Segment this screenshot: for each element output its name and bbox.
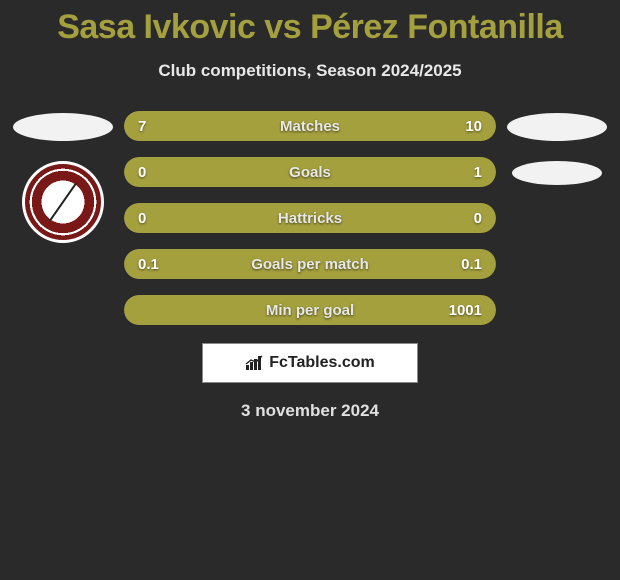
player-right-column [502,111,612,325]
stat-value-left: 0 [138,164,146,181]
stat-label: Goals [289,164,331,181]
player-right-photo-placeholder [507,113,607,141]
brand-footer[interactable]: FcTables.com [202,343,418,383]
player-left-photo-placeholder [13,113,113,141]
player-right-club-placeholder [512,161,602,185]
stat-label: Matches [280,118,340,135]
stat-value-right: 0 [474,210,482,227]
comparison-layout: 7Matches100Goals10Hattricks00.1Goals per… [0,111,620,325]
stat-bars: 7Matches100Goals10Hattricks00.1Goals per… [118,111,502,325]
brand-text: FcTables.com [269,354,375,372]
stat-row: 0 Hattricks 0 [124,203,496,233]
date-text: 3 november 2024 [0,401,620,421]
stat-value-right: 0.1 [461,256,482,273]
stat-value-right: 10 [465,118,482,135]
stat-label: Goals per match [251,256,369,273]
stat-row: Min per goal 1001 [124,295,496,325]
stat-row: 7 Matches 10 [124,111,496,141]
page-title: Sasa Ivkovic vs Pérez Fontanilla [0,8,620,47]
stat-label: Hattricks [278,210,342,227]
stat-row: 0 Goals 1 [124,157,496,187]
subtitle: Club competitions, Season 2024/2025 [0,61,620,81]
comparison-card: Sasa Ivkovic vs Pérez Fontanilla Club co… [0,0,620,421]
stat-value-right: 1 [474,164,482,181]
stat-value-left: 0 [138,210,146,227]
player-left-club-badge [22,161,104,243]
stat-value-right: 1001 [449,302,482,319]
stat-row: 0.1 Goals per match 0.1 [124,249,496,279]
player-left-column [8,111,118,325]
chart-icon [245,355,265,371]
stat-label: Min per goal [266,302,354,319]
stat-value-left: 0.1 [138,256,159,273]
stat-value-left: 7 [138,118,146,135]
